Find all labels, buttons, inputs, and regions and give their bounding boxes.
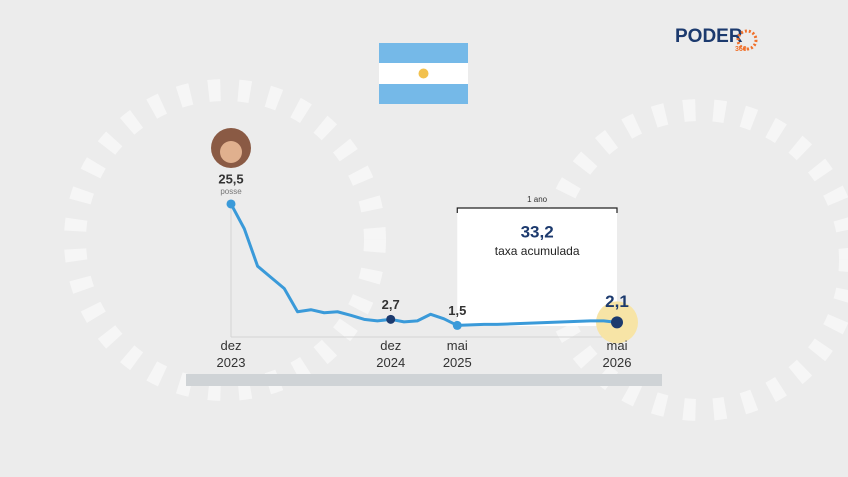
line — [229, 203, 618, 327]
accumulated-text: taxa acumulada — [495, 244, 580, 258]
flag — [379, 43, 468, 104]
x-tick-label: mai 2026 — [603, 338, 632, 370]
point — [226, 199, 236, 209]
value-label: 25,5 — [218, 171, 243, 186]
logo-sub: 360 — [735, 46, 747, 53]
x-tick-label: dez 2024 — [376, 338, 405, 370]
start-note: posse — [220, 187, 242, 196]
period-label: 1 ano — [527, 195, 548, 204]
value-label: 2,7 — [382, 297, 400, 312]
logo-sun — [736, 29, 758, 51]
portrait — [211, 128, 251, 168]
x-tick-label: mai 2025 — [443, 338, 472, 370]
point — [452, 320, 462, 330]
decoration — [64, 79, 848, 421]
point — [386, 314, 396, 324]
bracket — [456, 207, 618, 213]
accumulated-value: 33,2 — [521, 222, 554, 241]
point — [611, 316, 623, 329]
axis-band — [186, 374, 662, 386]
x-tick-label: dez 2023 — [217, 338, 246, 370]
value-label: 1,5 — [448, 303, 466, 318]
logo-name: PODER — [675, 26, 743, 47]
value-label: 2,1 — [605, 292, 629, 311]
bracket-box — [457, 208, 617, 326]
